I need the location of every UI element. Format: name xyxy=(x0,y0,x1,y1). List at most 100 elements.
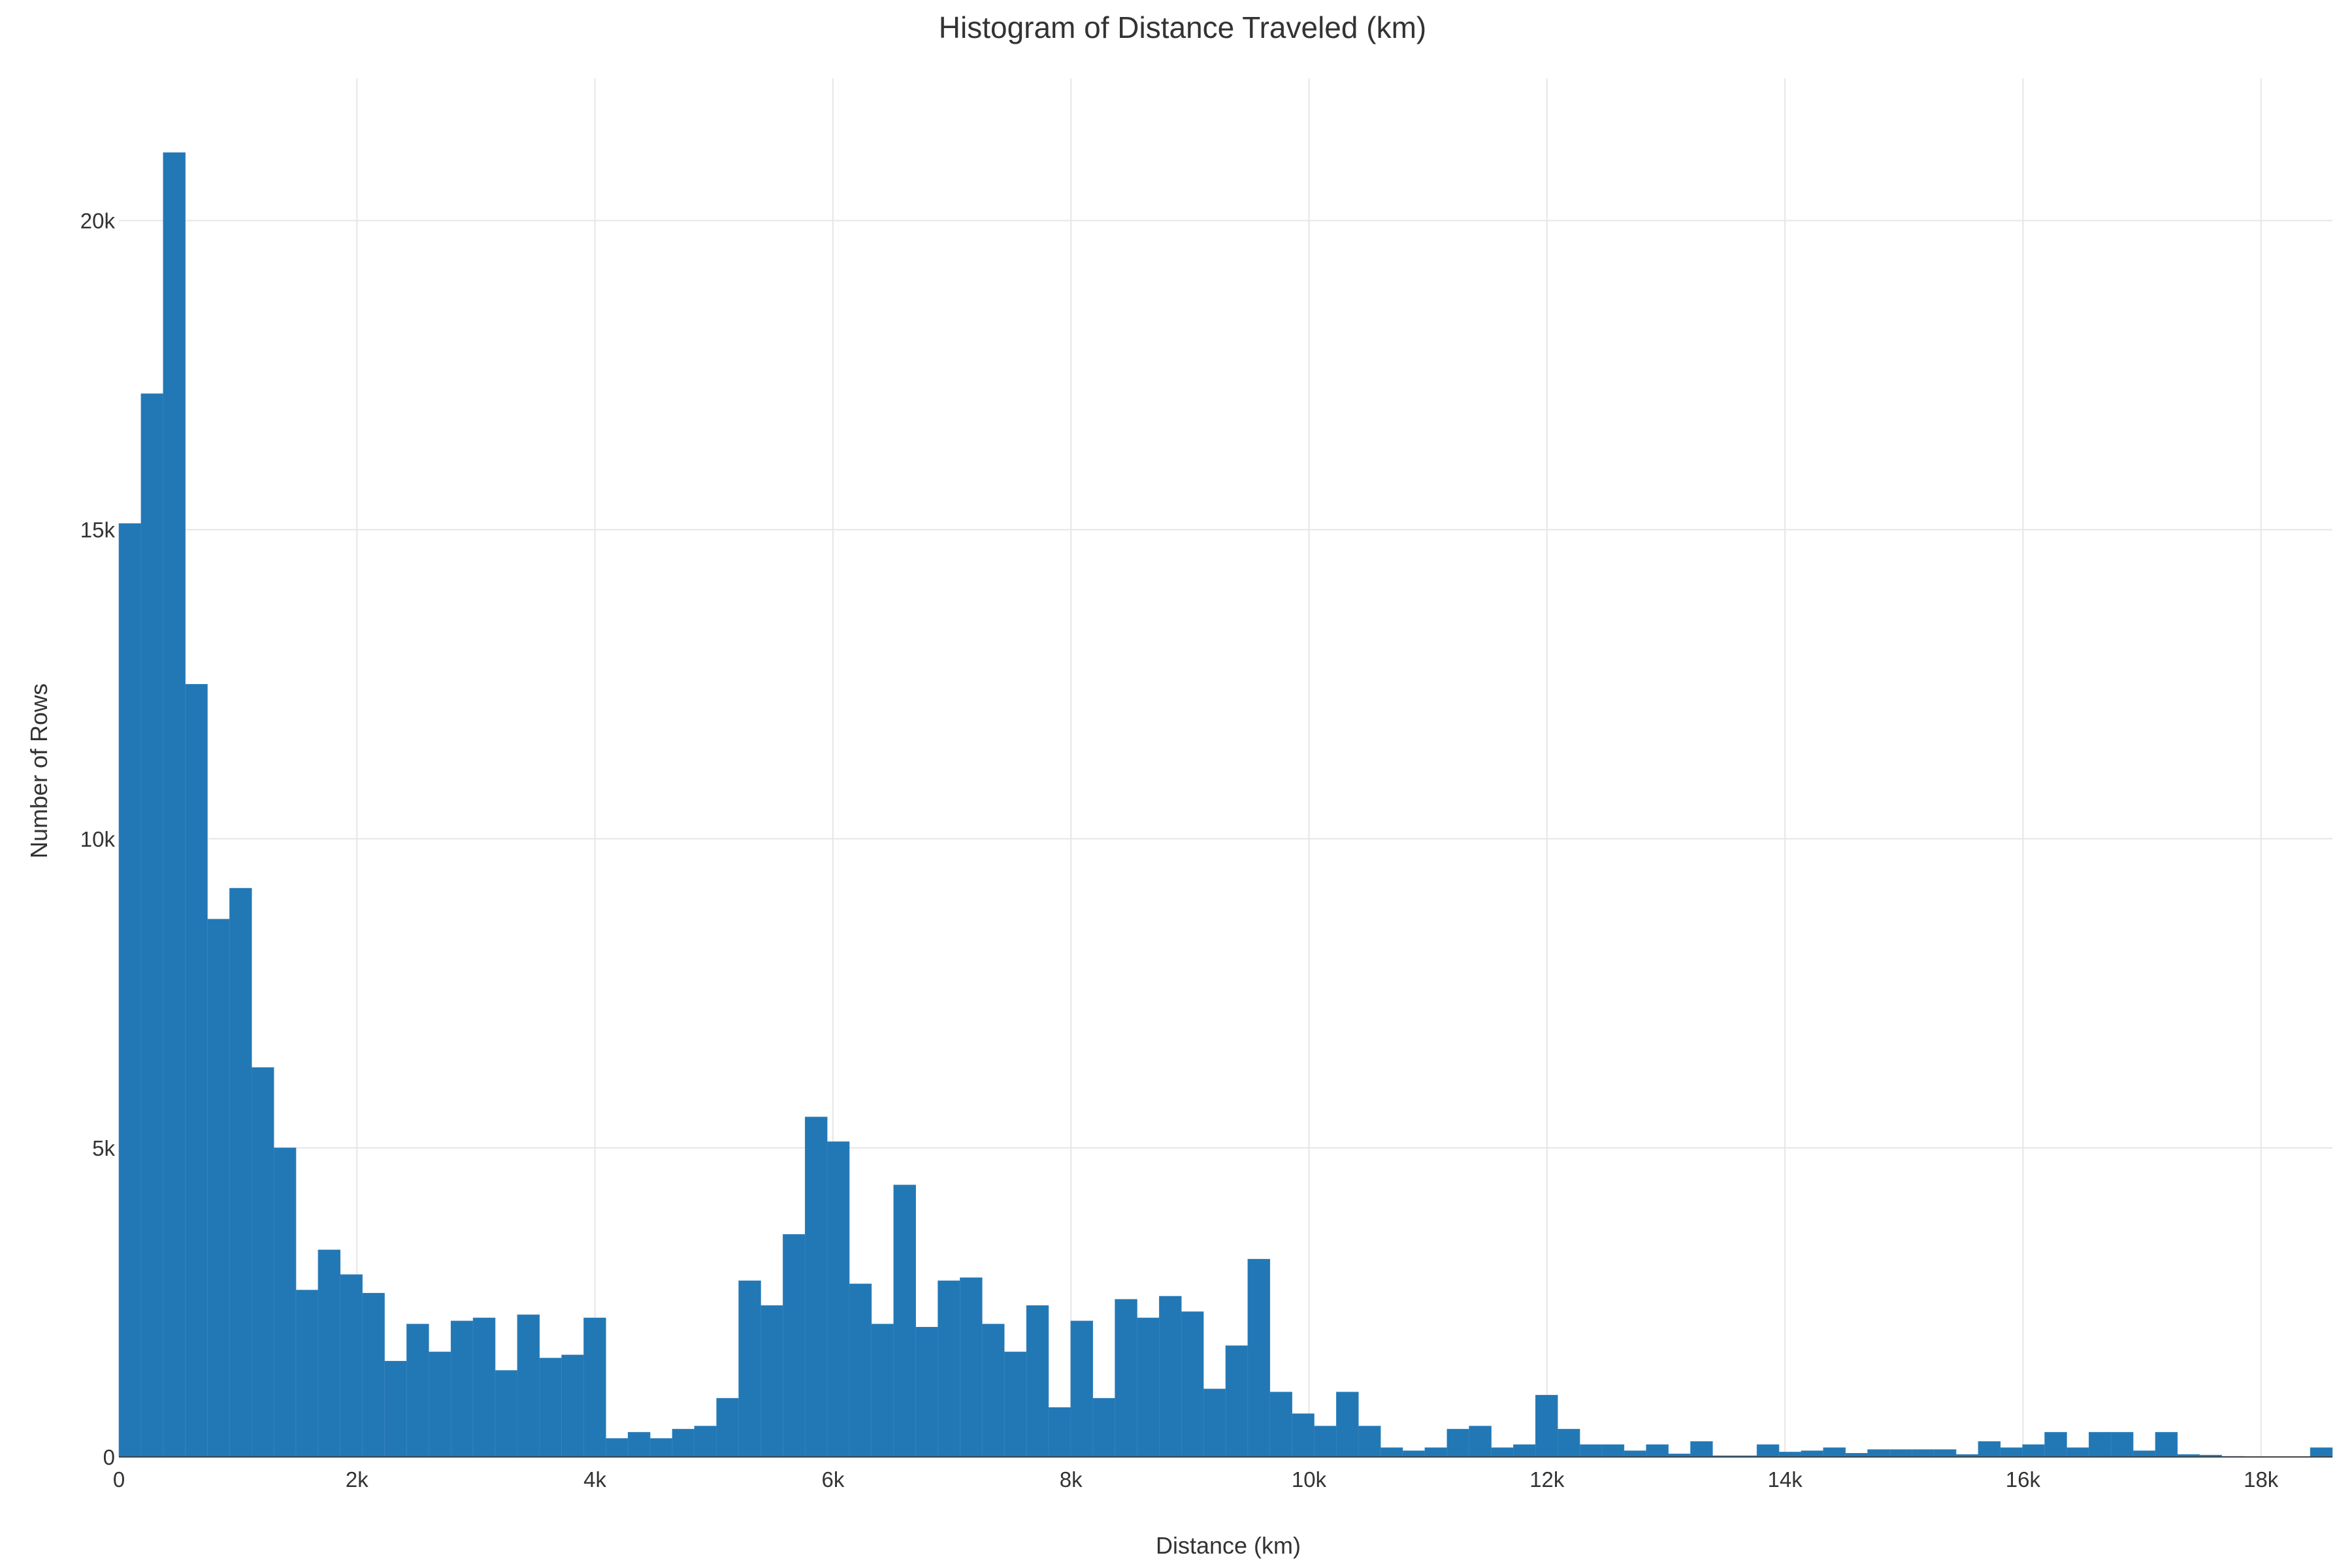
histogram-bar xyxy=(716,1397,739,1458)
histogram-bar xyxy=(1137,1317,1160,1458)
histogram-bar xyxy=(804,1117,828,1458)
histogram-bar xyxy=(185,683,208,1458)
histogram-bar xyxy=(517,1315,540,1458)
histogram-bar xyxy=(1911,1449,1935,1458)
histogram-bar xyxy=(2066,1447,2089,1458)
histogram-bar xyxy=(1801,1450,1824,1458)
histogram-bar xyxy=(606,1438,629,1458)
histogram-bar xyxy=(2000,1447,2023,1458)
histogram-bar xyxy=(295,1290,319,1458)
histogram-bar xyxy=(1092,1397,1115,1458)
histogram-bar xyxy=(1469,1426,1492,1458)
histogram-bar xyxy=(118,523,142,1458)
histogram-bar xyxy=(2089,1431,2112,1458)
x-tick-label: 12k xyxy=(1529,1467,1565,1492)
histogram-bar xyxy=(1557,1429,1580,1458)
x-tick-label: 0 xyxy=(113,1467,125,1492)
histogram-bar xyxy=(207,919,230,1458)
bars-layer xyxy=(118,152,2333,1458)
histogram-bar xyxy=(340,1274,363,1458)
histogram-bar xyxy=(1424,1447,1448,1458)
histogram-bar xyxy=(362,1292,385,1458)
histogram-bar xyxy=(1601,1444,1625,1458)
histogram-bar xyxy=(384,1361,407,1458)
histogram-bar xyxy=(627,1431,651,1458)
histogram-bar xyxy=(2022,1444,2045,1458)
histogram-bar xyxy=(938,1281,960,1458)
histogram-bar xyxy=(1380,1447,1403,1458)
histogram-bar xyxy=(406,1324,429,1458)
x-axis-label: Distance (km) xyxy=(1156,1532,1301,1559)
histogram-bar xyxy=(826,1141,850,1458)
histogram-bar xyxy=(1402,1450,1426,1458)
histogram-bar xyxy=(1933,1449,1957,1458)
histogram-bar xyxy=(1823,1447,1846,1458)
histogram-bar xyxy=(1292,1413,1315,1458)
histogram-bar xyxy=(2155,1431,2178,1458)
histogram-bar xyxy=(163,152,186,1458)
histogram-bar xyxy=(1446,1429,1469,1458)
histogram-bar xyxy=(783,1234,806,1458)
histogram-bar xyxy=(893,1184,916,1458)
y-tick-label: 15k xyxy=(80,518,116,542)
histogram-bar xyxy=(915,1327,938,1458)
histogram-bar xyxy=(1159,1296,1182,1458)
histogram-bar xyxy=(1889,1449,1912,1458)
histogram-bar xyxy=(539,1358,562,1458)
histogram-bar xyxy=(1225,1345,1249,1458)
histogram-bar xyxy=(1336,1392,1359,1458)
chart-title: Histogram of Distance Traveled (km) xyxy=(939,10,1426,44)
histogram-bar xyxy=(2310,1447,2333,1458)
histogram-bar xyxy=(1358,1426,1381,1458)
y-tick-label: 0 xyxy=(103,1445,115,1469)
histogram-bar xyxy=(495,1370,518,1458)
y-tick-label: 20k xyxy=(80,209,116,233)
x-tick-label: 2k xyxy=(346,1467,368,1492)
x-tick-label: 6k xyxy=(821,1467,844,1492)
grid-layer xyxy=(119,78,2332,1457)
histogram-bar xyxy=(1181,1311,1204,1458)
histogram-bar xyxy=(1314,1426,1337,1458)
histogram-bar xyxy=(1624,1450,1647,1458)
histogram-bar xyxy=(649,1438,673,1458)
histogram-bar xyxy=(1491,1447,1514,1458)
histogram-bar xyxy=(1978,1441,2001,1458)
histogram-bar xyxy=(1070,1320,1094,1458)
histogram-bar xyxy=(960,1277,983,1458)
x-tick-label: 14k xyxy=(1767,1467,1803,1492)
histogram-bar xyxy=(1247,1258,1271,1458)
histogram-bar xyxy=(1579,1444,1603,1458)
y-tick-label: 5k xyxy=(92,1136,115,1160)
histogram-bar xyxy=(273,1147,297,1458)
histogram-bar xyxy=(694,1426,717,1458)
x-tick-labels: 0 2k 4k 6k 8k 10k 12k 14k 16k 18k xyxy=(113,1467,2279,1492)
histogram-bar xyxy=(1269,1392,1292,1458)
y-tick-labels: 0 5k 10k 15k 20k xyxy=(80,209,116,1469)
histogram-bar xyxy=(561,1354,584,1458)
histogram-bar xyxy=(760,1305,783,1458)
histogram-bar xyxy=(318,1249,341,1458)
histogram-bar xyxy=(140,393,164,1458)
histogram-bar xyxy=(1048,1407,1071,1458)
histogram-bar xyxy=(1778,1452,1802,1458)
histogram-bar xyxy=(1535,1395,1558,1458)
histogram-bar xyxy=(2110,1431,2134,1458)
histogram-bar xyxy=(982,1324,1005,1458)
x-tick-label: 16k xyxy=(2006,1467,2041,1492)
x-tick-label: 4k xyxy=(583,1467,606,1492)
y-tick-label: 10k xyxy=(80,827,116,851)
histogram-bar xyxy=(1004,1351,1027,1458)
histogram-bar xyxy=(229,888,252,1458)
histogram-bar xyxy=(738,1281,761,1458)
histogram-bar xyxy=(1756,1444,1780,1458)
histogram-bar xyxy=(1115,1299,1137,1458)
histogram-bar xyxy=(871,1324,894,1458)
histogram-bar xyxy=(1026,1305,1049,1458)
histogram-bar xyxy=(849,1283,872,1458)
x-tick-label: 10k xyxy=(1292,1467,1327,1492)
histogram-bar xyxy=(1867,1449,1890,1458)
histogram-bar xyxy=(472,1317,496,1458)
histogram-bar xyxy=(2132,1450,2156,1458)
